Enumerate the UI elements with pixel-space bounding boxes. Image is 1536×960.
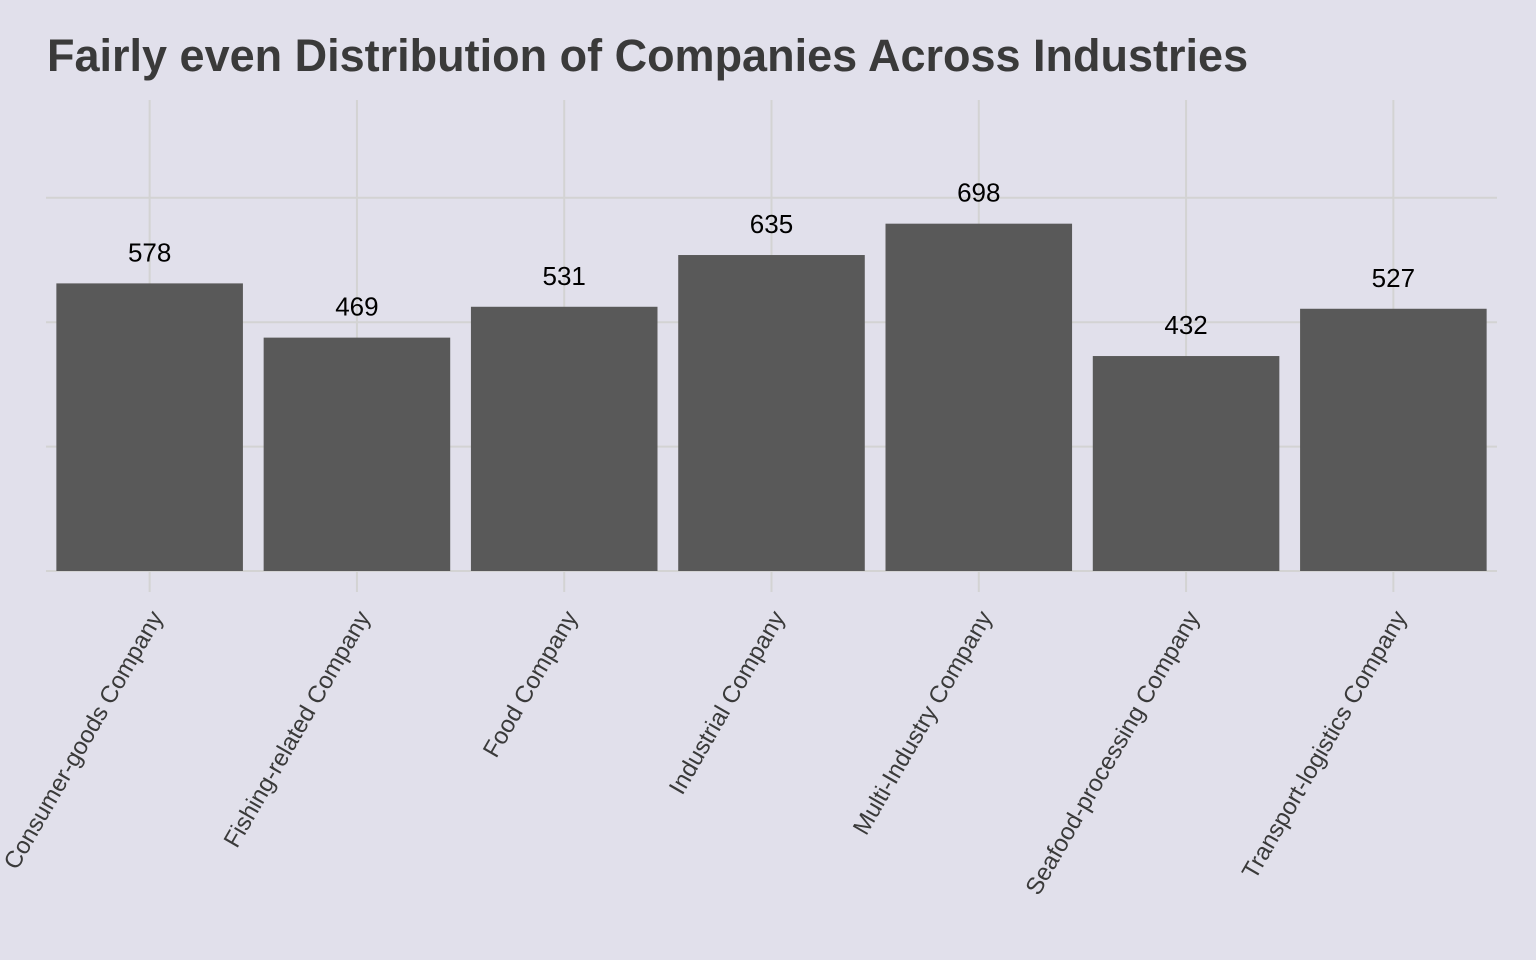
data-label: 527	[1372, 263, 1415, 293]
data-label-layer: 578 469 531 635 698 432 527	[128, 178, 1415, 340]
x-tick-label: Food Company	[478, 607, 583, 763]
x-tick-label: Seafood-processing Company	[1020, 607, 1205, 900]
data-label: 432	[1164, 310, 1207, 340]
bar	[678, 255, 865, 572]
chart-title: Fairly even Distribution of Companies Ac…	[47, 30, 1249, 81]
x-tick-label: Multi-Industry Company	[848, 606, 998, 839]
x-axis-tick-layer: Consumer-goods Company Fishing-related Co…	[0, 606, 1413, 899]
x-tick-label: Consumer-goods Company	[0, 607, 169, 875]
x-tick-label: Transport-logistics Company	[1237, 607, 1413, 884]
bar-layer	[56, 223, 1487, 572]
x-tick-label: Industrial Company	[664, 607, 791, 800]
data-label: 531	[543, 261, 586, 291]
x-tick-label: Fishing-related Company	[219, 607, 376, 853]
data-label: 578	[128, 237, 171, 267]
bar	[1092, 356, 1280, 571]
data-label: 698	[957, 178, 1000, 208]
bar	[885, 223, 1073, 571]
data-label: 469	[335, 292, 378, 322]
bar	[56, 283, 243, 571]
bar	[1300, 308, 1487, 571]
data-label: 635	[750, 209, 793, 239]
bar	[470, 306, 658, 571]
bar	[263, 337, 451, 571]
